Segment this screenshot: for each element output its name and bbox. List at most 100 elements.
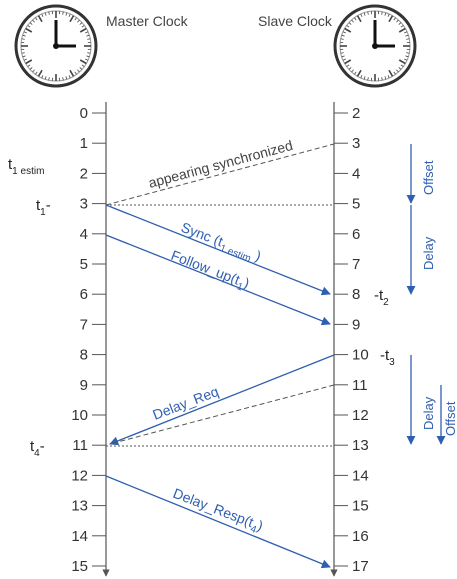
clock-tick (388, 69, 394, 77)
t4-label: t4- (30, 438, 45, 459)
axis-tick-label: 7 (352, 256, 360, 273)
master-clock-icon (14, 4, 98, 88)
delay-req-label: Delay_Req (150, 383, 220, 423)
clock-tick (48, 11, 50, 15)
clock-tick (342, 58, 346, 61)
axis-tick-label: 15 (352, 498, 369, 515)
clock-tick (354, 17, 357, 21)
axis-tick-label: 16 (352, 528, 369, 545)
axis-tick-label: 5 (80, 256, 88, 273)
clock-tick (29, 67, 33, 70)
clock-tick (363, 12, 366, 16)
axis-tick-label: 10 (71, 407, 88, 424)
delay-req-arrow (109, 354, 335, 446)
t1-estim-label: t1 estim (8, 156, 44, 177)
clock-tick (69, 69, 75, 77)
clock-tick (387, 75, 390, 79)
clock-tick (342, 31, 346, 34)
clock-tick (25, 59, 33, 65)
clock-tick (65, 76, 68, 80)
clock-tick (360, 75, 363, 79)
axis-tick-label: 1 (80, 135, 88, 152)
clock-tick (68, 75, 71, 79)
t1-label: t1- (36, 197, 51, 218)
slave-clock-icon (333, 4, 417, 88)
axis-tick-label: 13 (352, 437, 369, 454)
clock-tick (405, 55, 409, 58)
clock-tick (398, 59, 406, 65)
clock-tick (85, 58, 89, 61)
clock-tick (79, 67, 83, 70)
clock-tick (351, 69, 354, 73)
axis-tick-label: 9 (352, 316, 360, 333)
clock-tick (86, 55, 90, 58)
clock-tick (354, 71, 357, 75)
master-clock-title: Master Clock (106, 13, 189, 29)
clock-tick (356, 69, 362, 77)
clock-tick (79, 22, 83, 25)
axis-tick-label: 4 (352, 165, 360, 182)
clock-tick (363, 76, 366, 80)
clock-tick (393, 71, 396, 75)
clock-tick (346, 25, 350, 28)
clock-tick (22, 34, 26, 37)
clock-tick (340, 52, 344, 54)
clock-tick (81, 25, 85, 28)
appearing-sync-label: appearing synchronized (147, 137, 295, 191)
clock-tick (27, 64, 31, 67)
clock-tick (384, 12, 387, 16)
clock-tick (68, 13, 71, 17)
clock-tick (62, 11, 64, 15)
clock-tick (35, 17, 38, 21)
axis-tick-label: 3 (80, 196, 88, 213)
offset-bottom-label: Offset (443, 401, 457, 436)
axis-tick-label: 8 (352, 286, 360, 303)
clock-tick (406, 52, 410, 54)
axis-tick-label: 5 (352, 196, 360, 213)
clock-tick (348, 22, 352, 25)
axis-tick-label: 8 (80, 347, 88, 364)
clock-tick (398, 27, 406, 33)
clock-tick (23, 58, 27, 61)
clock-tick (77, 69, 80, 73)
clock-tick (406, 38, 410, 40)
t2-label: -t2 (374, 287, 389, 308)
axis-tick-label: 2 (352, 105, 360, 122)
clock-tick (87, 38, 91, 40)
axis-tick-label: 17 (352, 558, 369, 575)
clock-tick (400, 25, 404, 28)
clock-tick (396, 69, 399, 73)
clock-tick (62, 77, 64, 81)
clock-tick (21, 52, 25, 54)
clock-tick (35, 71, 38, 75)
clock-tick (32, 69, 35, 73)
clock-tick (77, 19, 80, 23)
clock-tick (404, 58, 408, 61)
appearing-sync-line (105, 143, 335, 206)
clock-tick (388, 15, 394, 23)
clock-tick (341, 34, 345, 37)
clock-tick (344, 27, 352, 33)
axis-tick-label: 12 (71, 467, 88, 484)
clock-tick (85, 31, 89, 34)
clock-tick (44, 76, 47, 80)
axis-tick-label: 11 (72, 437, 88, 454)
clock-tick (396, 19, 399, 23)
clock-tick (32, 19, 35, 23)
clock-tick (351, 19, 354, 23)
clock-tick (87, 52, 91, 54)
clock-tick (25, 27, 33, 33)
clock-tick (86, 34, 90, 37)
axis-tick-label: 0 (80, 105, 88, 122)
clock-tick (367, 11, 369, 15)
clock-tick (393, 17, 396, 21)
clock-tick (41, 75, 44, 79)
clock-tick (21, 38, 25, 40)
axis-tick-label: 9 (80, 377, 88, 394)
axis-tick-label: 11 (352, 377, 368, 394)
clock-tick (400, 64, 404, 67)
sync-arrow (105, 204, 331, 296)
axis-tick-label: 13 (71, 498, 88, 515)
